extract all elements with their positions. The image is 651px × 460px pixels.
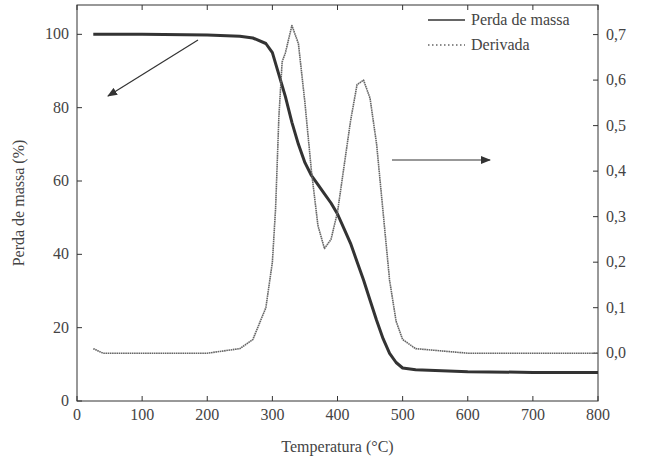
y-tick-label: 40 [53, 245, 69, 262]
x-tick-label: 100 [130, 406, 154, 423]
series-line [93, 25, 598, 353]
y2-tick-label: 0,5 [606, 117, 626, 134]
y2-tick [593, 307, 598, 308]
y-tick [77, 254, 82, 255]
y2-tick [593, 171, 598, 172]
y-tick-label: 60 [53, 172, 69, 189]
y-tick-label: 20 [53, 319, 69, 336]
x-tick [532, 5, 533, 10]
x-tick [337, 396, 338, 401]
x-tick-label: 0 [73, 406, 81, 423]
x-tick-label: 200 [195, 406, 219, 423]
x-tick [142, 396, 143, 401]
x-tick [402, 396, 403, 401]
y2-tick [593, 34, 598, 35]
y2-tick-label: 0,3 [606, 208, 626, 225]
y2-tick-label: 0,2 [606, 253, 626, 270]
plot-frame [77, 5, 598, 401]
x-tick [402, 5, 403, 10]
x-tick [467, 396, 468, 401]
y-axis-label: Perda de massa (%) [10, 140, 28, 267]
chart: 0 100 200 300 400 500 600 700 800 0 20 40 60 80 100 0,0… [0, 0, 651, 460]
x-tick [207, 396, 208, 401]
x-tick [272, 396, 273, 401]
y-tick [77, 107, 82, 108]
x-tick-label: 800 [586, 406, 610, 423]
axis-arrow [392, 159, 490, 160]
y2-tick [593, 216, 598, 217]
y2-tick-label: 0,7 [606, 26, 626, 43]
x-tick-label: 400 [326, 406, 350, 423]
y2-tick [593, 125, 598, 126]
x-tick [337, 5, 338, 10]
x-tick [272, 5, 273, 10]
y2-tick [593, 80, 598, 81]
plot-area [93, 25, 598, 372]
x-tick [532, 396, 533, 401]
legend-label: Derivada [471, 36, 530, 53]
legend-swatch [428, 19, 465, 21]
axis-arrow [108, 40, 198, 96]
y-tick [77, 401, 82, 402]
x-tick [77, 5, 78, 10]
x-tick-label: 600 [456, 406, 480, 423]
y-tick [77, 327, 82, 328]
y2-tick-label: 0,1 [606, 299, 626, 316]
x-axis-label: Temperatura (°C) [281, 438, 393, 456]
y2-tick-label: 0,4 [606, 162, 626, 179]
y-tick-label: 100 [45, 25, 69, 42]
x-tick-label: 300 [260, 406, 284, 423]
y-tick-label: 0 [61, 392, 69, 409]
y-tick [77, 34, 82, 35]
x-tick [207, 5, 208, 10]
series-line [93, 34, 598, 372]
y-tick [77, 181, 82, 182]
y-tick-label: 80 [53, 99, 69, 116]
x-tick-label: 700 [521, 406, 545, 423]
y2-tick-label: 0,6 [606, 71, 626, 88]
x-tick [598, 396, 599, 401]
x-tick-label: 500 [391, 406, 415, 423]
x-tick [77, 396, 78, 401]
x-tick [598, 5, 599, 10]
legend-swatch [428, 44, 465, 46]
x-tick [142, 5, 143, 10]
x-tick [467, 5, 468, 10]
legend: Perda de massa Derivada [428, 11, 570, 53]
y2-tick [593, 262, 598, 263]
y2-tick-label: 0,0 [606, 344, 626, 361]
legend-label: Perda de massa [471, 11, 570, 28]
